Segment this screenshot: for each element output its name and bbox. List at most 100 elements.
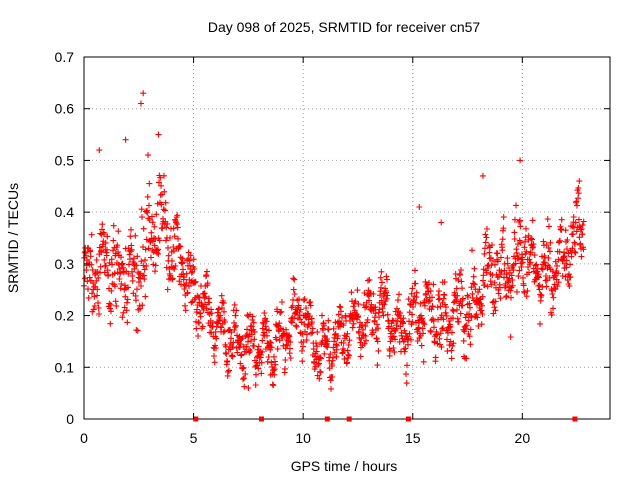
data-point [523,248,530,255]
y-axis-label: SRMTID / TECUs [5,183,21,293]
data-point [374,321,380,328]
data-point [110,247,116,254]
data-point [86,274,93,281]
data-point [463,355,470,362]
data-point [484,226,490,232]
data-point [440,325,446,331]
data-point [392,336,398,343]
data-point [253,371,259,378]
data-point [213,345,219,351]
data-point [337,323,343,330]
data-point [451,289,458,296]
data-point [489,242,495,248]
data-point [282,365,288,372]
data-point [138,100,144,107]
data-point [138,206,145,213]
data-point [237,341,244,347]
data-point [145,245,152,252]
data-point [543,273,549,279]
data-point [183,270,190,277]
data-point [427,288,434,295]
data-point [247,348,254,354]
data-point [283,326,289,333]
data-point [378,268,385,275]
data-point [234,349,241,356]
data-point [119,261,125,268]
data-point [507,334,514,340]
data-point [397,310,403,317]
data-point [558,216,565,223]
data-point [346,352,352,359]
data-gap-marker [405,416,411,422]
data-point [263,326,270,333]
data-point [366,276,373,283]
data-point [457,310,464,317]
data-point [99,221,106,228]
data-point [381,301,388,308]
data-point [317,369,324,376]
data-point [374,362,381,369]
data-point [113,302,120,309]
data-point [192,278,199,285]
data-point [564,246,570,252]
data-point [466,300,473,307]
data-point [311,359,318,366]
data-point [84,278,91,285]
data-point [270,382,277,389]
data-point [533,261,540,268]
x-tick-label: 5 [190,430,198,446]
data-point [282,357,289,363]
data-point [468,284,475,291]
data-point [223,350,230,357]
data-point [221,328,228,335]
data-point [152,262,159,269]
data-point [575,185,582,191]
data-point [349,324,356,331]
data-point [375,325,381,332]
data-point [192,279,198,286]
data-point [232,312,239,319]
data-point [156,237,163,244]
data-point [384,276,390,283]
data-point [267,339,273,346]
data-point [478,307,485,314]
data-point [325,317,332,324]
data-point [520,282,527,289]
data-point [197,313,204,320]
data-point [232,324,238,331]
data-point [373,335,380,342]
data-point [254,346,261,353]
data-point [473,294,480,301]
y-tick-label: 0.4 [55,204,75,220]
data-point [296,296,302,303]
data-point [179,259,186,266]
data-point [335,333,341,339]
data-point [238,352,244,359]
data-point [259,348,265,355]
data-point [443,304,449,311]
data-point [572,249,579,256]
data-point [574,202,580,209]
data-point [509,277,516,283]
data-point [466,333,473,340]
data-point [378,284,384,291]
data-point [154,247,161,254]
data-point [271,371,278,378]
data-point [188,299,195,306]
data-point [537,291,544,298]
x-tick-label: 0 [80,430,88,446]
data-point [218,324,225,331]
data-point [149,213,155,220]
data-point [177,243,184,250]
data-point [140,90,147,97]
data-point [523,293,530,300]
data-point [255,343,262,350]
data-point [450,340,457,347]
data-point [374,338,381,345]
data-point [554,283,561,290]
data-point [467,304,473,311]
data-point [167,235,173,241]
data-point [444,336,450,343]
x-tick-label: 15 [405,430,421,446]
data-point [193,325,200,332]
